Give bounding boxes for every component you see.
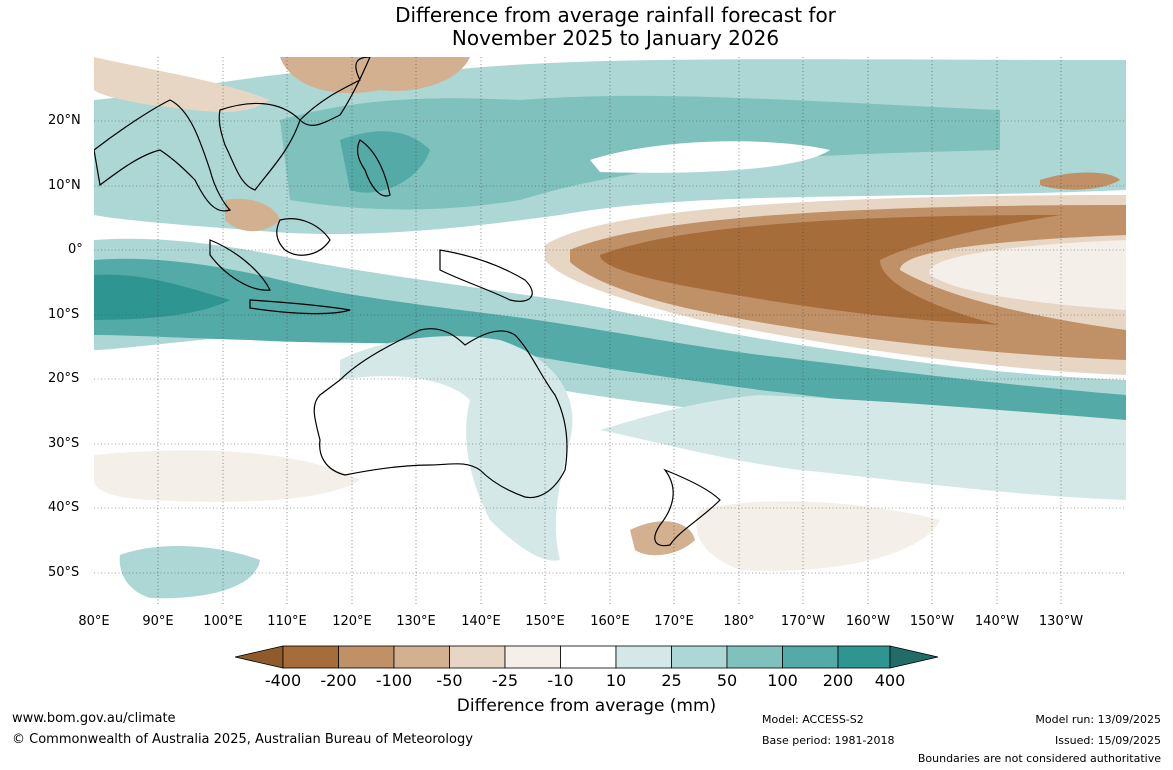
lat-label: 40°S bbox=[48, 500, 80, 515]
south-asia-coastline bbox=[94, 99, 232, 212]
lon-label: 130°E bbox=[396, 614, 436, 629]
north-pacific-neutral-gap bbox=[590, 141, 830, 173]
colorbar-tick-label: 400 bbox=[874, 671, 906, 690]
china-coastline bbox=[299, 57, 371, 127]
borneo-coastline bbox=[276, 218, 331, 256]
colorbar-tick-label: -50 bbox=[436, 671, 463, 690]
title-line-1: Difference from average rainfall forecas… bbox=[395, 3, 836, 27]
lon-label: 160°E bbox=[590, 614, 630, 629]
colorbar-tick-label: -400 bbox=[264, 671, 302, 690]
east-pacific-neutral bbox=[929, 240, 1126, 310]
issued-date: Issued: 15/09/2025 bbox=[1054, 734, 1161, 747]
copyright-text: © Commonwealth of Australia 2025, Austra… bbox=[12, 732, 473, 747]
colorbar-title: Difference from average (mm) bbox=[456, 696, 717, 716]
colorbar-extend-high bbox=[889, 645, 939, 669]
lon-label: 120°E bbox=[332, 614, 372, 629]
colorbar-tick-label: 10 bbox=[605, 671, 627, 690]
lon-label: 140°E bbox=[461, 614, 501, 629]
colorbar-segment bbox=[393, 645, 450, 669]
borneo-dry-patch bbox=[225, 198, 280, 232]
philippines-wet-core bbox=[340, 131, 430, 193]
base-period: Base period: 1981-2018 bbox=[762, 734, 895, 747]
colorbar-tick-label: 200 bbox=[822, 671, 854, 690]
lon-label: 160°W bbox=[845, 614, 891, 629]
colorbar-segment bbox=[338, 645, 395, 669]
colorbar-tick-label: -100 bbox=[375, 671, 413, 690]
colorbar-segment bbox=[782, 645, 839, 669]
new-zealand-dry-patch bbox=[630, 521, 695, 556]
east-asia-dry-patch bbox=[280, 57, 470, 94]
colorbar-segment bbox=[449, 645, 506, 669]
lat-label: 10°N bbox=[48, 178, 81, 193]
lon-label: 180° bbox=[723, 614, 755, 629]
model-run-date: Model run: 13/09/2025 bbox=[1035, 713, 1161, 726]
lon-label: 130°W bbox=[1038, 614, 1084, 629]
south-asia-dry-patch bbox=[94, 57, 270, 112]
colorbar-segment bbox=[282, 645, 339, 669]
lon-label: 170°E bbox=[654, 614, 694, 629]
lon-label: 100°E bbox=[203, 614, 243, 629]
colorbar-tick-label: 100 bbox=[767, 671, 798, 690]
colorbar-segment bbox=[560, 645, 617, 669]
lon-label: 90°E bbox=[142, 614, 174, 629]
southern-indian-neutral bbox=[94, 450, 360, 502]
colorbar-tick-label: 50 bbox=[716, 671, 738, 690]
sumatra-coastline bbox=[209, 239, 271, 291]
colorbar-segment bbox=[504, 645, 561, 669]
new-zealand-coastline bbox=[654, 468, 721, 547]
lon-label: 110°E bbox=[267, 614, 307, 629]
lat-label: 30°S bbox=[48, 436, 80, 451]
indochina-coastline bbox=[218, 102, 301, 191]
colorbar-segment bbox=[726, 645, 783, 669]
website-link[interactable]: www.bom.gov.au/climate bbox=[12, 711, 176, 726]
colorbar-tick-label: 25 bbox=[661, 671, 682, 690]
lat-label: 20°N bbox=[48, 113, 81, 128]
pacific-dry-tongue-core bbox=[600, 215, 1060, 325]
colorbar-extend-low bbox=[234, 645, 284, 669]
central-america-dry-patch bbox=[1040, 172, 1120, 190]
java-coastline bbox=[249, 299, 351, 315]
lat-label: 0° bbox=[68, 242, 83, 257]
colorbar-tick-label: -200 bbox=[320, 671, 357, 690]
lat-label: 50°S bbox=[48, 565, 80, 580]
southern-indian-wet-patch bbox=[119, 545, 260, 599]
colorbar-segment bbox=[837, 645, 891, 669]
lon-label: 150°E bbox=[525, 614, 565, 629]
south-pacific-wet-band bbox=[600, 395, 1126, 500]
philippines-coastline bbox=[356, 139, 391, 197]
boundaries-disclaimer: Boundaries are not considered authoritat… bbox=[917, 752, 1161, 765]
chart-title: Difference from average rainfall forecas… bbox=[0, 4, 1173, 50]
tasman-neutral-patch bbox=[696, 501, 940, 571]
coastlines bbox=[94, 57, 721, 547]
colorbar bbox=[234, 645, 939, 669]
indian-ocean-strong-wet bbox=[94, 274, 230, 320]
lon-label: 80°E bbox=[78, 614, 110, 629]
model-name: Model: ACCESS-S2 bbox=[762, 713, 864, 726]
lat-label: 20°S bbox=[48, 371, 80, 386]
lon-label: 150°W bbox=[909, 614, 955, 629]
colorbar-segment bbox=[671, 645, 728, 669]
colorbar-segment bbox=[615, 645, 672, 669]
title-line-2: November 2025 to January 2026 bbox=[451, 26, 780, 50]
colorbar-tick-label: -10 bbox=[547, 671, 574, 690]
colorbar-tick-label: -25 bbox=[491, 671, 519, 690]
australia-coastline bbox=[313, 328, 568, 499]
lat-label: 10°S bbox=[48, 307, 80, 322]
graticule bbox=[94, 57, 1126, 605]
lon-label: 170°W bbox=[780, 614, 826, 629]
eastern-australia-wet bbox=[340, 336, 573, 561]
lon-label: 140°W bbox=[974, 614, 1020, 629]
new-guinea-coastline bbox=[439, 249, 533, 302]
